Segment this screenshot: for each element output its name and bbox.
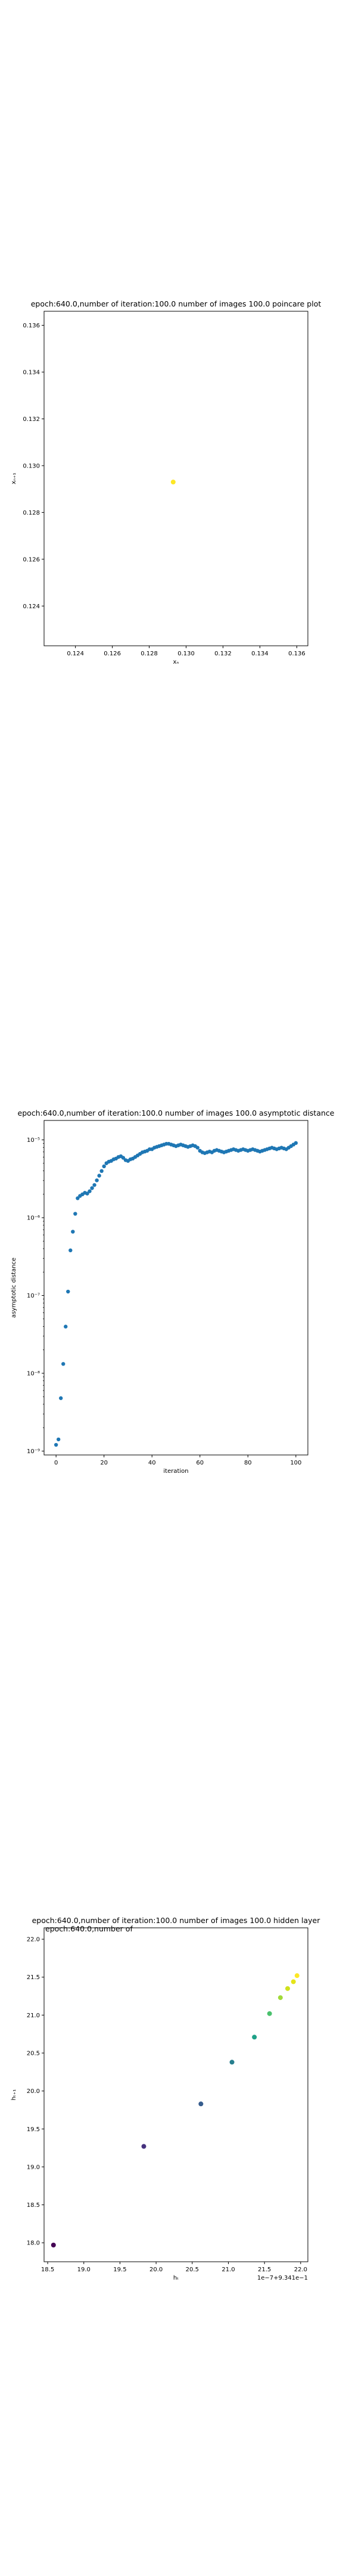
data-point (66, 1289, 70, 1294)
data-point (97, 1174, 101, 1178)
x-tick-label: 0.134 (251, 651, 269, 657)
data-point (58, 1396, 63, 1400)
y-tick-label: 20.0 (27, 2088, 40, 2095)
data-point (121, 1156, 126, 1160)
x-tick-label: 19.5 (113, 2267, 126, 2273)
data-point (71, 1230, 75, 1234)
chart-title: epoch:640.0,number of iteration:100.0 nu… (32, 1916, 321, 1925)
data-point (170, 479, 176, 485)
poincare-plot: epoch:640.0,number of iteration:100.0 nu… (11, 299, 321, 665)
y-tick-label: 18.5 (27, 2202, 40, 2209)
data-point (61, 1362, 66, 1366)
data-point (294, 1973, 300, 1979)
x-tick-label: 100 (290, 1460, 301, 1466)
x-tick-label: 21.5 (258, 2267, 271, 2273)
y-tick-label: 0.124 (23, 603, 40, 610)
x-offset-label: 1e−7+9.341e−1 (257, 2275, 308, 2281)
x-tick-label: 19.0 (77, 2267, 91, 2273)
data-point (198, 2101, 204, 2107)
x-axis-label: hₜ (173, 2275, 179, 2281)
hidden-layer-plot: epoch:640.0,number of iteration:100.0 nu… (11, 1916, 320, 2281)
overlapping-title-text: epoch:640.0,number of (45, 1924, 133, 1933)
x-tick-label: 20 (100, 1460, 108, 1466)
data-point (64, 1324, 68, 1329)
data-point (267, 2011, 272, 2016)
data-point (229, 2060, 235, 2065)
y-tick-label: 18.0 (27, 2240, 40, 2247)
y-tick-label: 0.132 (23, 416, 40, 423)
x-tick-label: 0 (54, 1460, 58, 1466)
data-point (277, 1995, 283, 2001)
x-axis-label: xₙ (173, 659, 179, 665)
data-point (54, 1442, 58, 1447)
y-tick-label: 0.128 (23, 510, 40, 516)
x-tick-label: 80 (244, 1460, 252, 1466)
x-tick-label: 60 (196, 1460, 204, 1466)
y-tick-label: 0.136 (23, 323, 40, 329)
y-axis-label: xₙ₊₁ (11, 473, 17, 484)
y-tick-label: 22.0 (27, 1937, 40, 1943)
y-tick-label: 19.5 (27, 2126, 40, 2133)
data-point (99, 1169, 104, 1174)
x-tick-label: 0.126 (104, 651, 121, 657)
y-tick-label: 10⁻⁹ (27, 1448, 40, 1455)
data-point (95, 1178, 99, 1182)
data-point (68, 1248, 73, 1253)
x-axis-label: iteration (163, 1468, 188, 1475)
data-point (285, 1986, 291, 1991)
x-tick-label: 20.0 (149, 2267, 163, 2273)
chart-title: epoch:640.0,number of iteration:100.0 nu… (31, 299, 322, 308)
chart-title: epoch:640.0,number of iteration:100.0 nu… (18, 1109, 335, 1117)
y-tick-label: 0.130 (23, 463, 40, 469)
y-tick-label: 10⁻⁵ (27, 1137, 40, 1144)
y-tick-label: 0.126 (23, 556, 40, 563)
data-point (51, 2243, 56, 2247)
x-tick-label: 0.130 (177, 651, 195, 657)
y-tick-label: 21.0 (27, 2012, 40, 2019)
y-tick-label: 10⁻⁶ (27, 1215, 40, 1222)
x-tick-label: 20.5 (186, 2267, 199, 2273)
plot-frame (43, 1120, 308, 1456)
data-point (141, 2144, 146, 2149)
data-point (73, 1212, 77, 1216)
data-point (76, 1196, 80, 1200)
plot-frame (43, 1927, 308, 2262)
data-point (88, 1189, 92, 1193)
asymptotic-distance-plot: epoch:640.0,number of iteration:100.0 nu… (11, 1109, 335, 1475)
x-tick-label: 0.132 (214, 651, 232, 657)
x-tick-label: 0.128 (141, 651, 158, 657)
plot-frame (43, 311, 308, 646)
y-tick-label: 10⁻⁷ (27, 1293, 40, 1299)
data-point (92, 1183, 96, 1187)
x-tick-label: 22.0 (294, 2267, 307, 2273)
y-tick-label: 21.5 (27, 1974, 40, 1981)
x-tick-label: 0.136 (288, 651, 305, 657)
x-tick-label: 40 (148, 1460, 156, 1466)
y-axis-label: asymptotic distance (11, 1258, 17, 1318)
y-tick-label: 19.0 (27, 2164, 40, 2171)
x-tick-label: 0.124 (67, 651, 84, 657)
data-point (102, 1164, 106, 1169)
x-tick-label: 18.5 (41, 2267, 54, 2273)
data-point (56, 1437, 61, 1442)
x-tick-label: 21.0 (222, 2267, 235, 2273)
y-tick-label: 10⁻⁸ (27, 1371, 40, 1377)
data-point (90, 1186, 94, 1190)
data-point (294, 1141, 298, 1145)
y-tick-label: 20.5 (27, 2051, 40, 2057)
data-point (291, 1979, 296, 1984)
data-point (195, 1145, 199, 1150)
data-point (252, 2035, 257, 2040)
data-point (85, 1191, 89, 1196)
y-tick-label: 0.134 (23, 370, 40, 376)
y-axis-label: hₜ₊₁ (11, 2089, 17, 2101)
